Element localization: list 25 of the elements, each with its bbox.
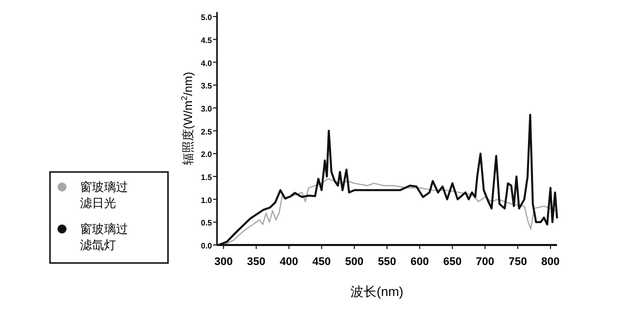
- y-tick-label: 4.0: [200, 58, 213, 68]
- legend-label: 窗玻璃过滤日光: [80, 180, 128, 210]
- y-tick-label: 3.0: [200, 104, 213, 114]
- x-tick-label: 750: [508, 256, 527, 268]
- x-tick-label: 350: [247, 256, 266, 268]
- y-tick-label: 2.0: [200, 150, 213, 160]
- y-tick-label: 4.5: [200, 36, 213, 45]
- y-tick-label: 1.5: [200, 172, 213, 182]
- y-tick-label: 1.0: [200, 196, 213, 205]
- x-tick-label: 500: [345, 256, 364, 268]
- x-tick-label: 600: [410, 256, 429, 268]
- x-tick-label: 300: [214, 256, 233, 268]
- x-tick-label: 450: [312, 256, 331, 268]
- x-axis-title: 波长(nm): [350, 284, 404, 299]
- x-tick-label: 700: [476, 256, 494, 268]
- y-tick-label: 5.0: [200, 13, 213, 22]
- x-tick-label: 650: [443, 256, 462, 268]
- y-tick-label: 2.5: [200, 127, 213, 136]
- x-tick-label: 400: [280, 256, 298, 268]
- y-tick-label: 3.5: [200, 82, 213, 91]
- legend-label: 窗玻璃过滤氙灯: [80, 222, 128, 252]
- y-tick-label: 0.5: [200, 218, 213, 228]
- x-tick-label: 550: [378, 256, 396, 268]
- x-tick-label: 800: [541, 256, 560, 268]
- y-tick-label: 0.0: [200, 242, 213, 250]
